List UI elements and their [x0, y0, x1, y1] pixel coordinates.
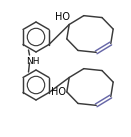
Text: HO: HO [55, 12, 70, 22]
Text: HO: HO [51, 87, 66, 97]
Text: NH: NH [26, 57, 40, 66]
